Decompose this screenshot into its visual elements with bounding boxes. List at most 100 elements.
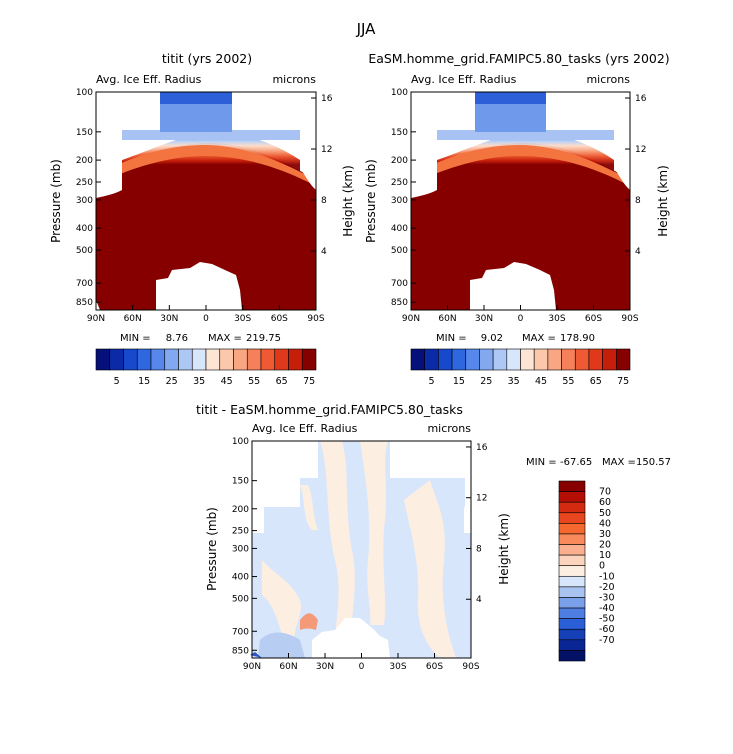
colorbar-swatch [274, 348, 289, 371]
colorbar-swatch [561, 348, 576, 371]
colorbar-swatch [288, 348, 303, 371]
x-tick-label: 60N [124, 314, 142, 324]
panel-1-title: titit (yrs 2002) [162, 51, 252, 66]
y-right-tick-label: 16 [321, 94, 333, 104]
colorbar-swatch [109, 348, 124, 371]
panel-1-yticks: 100 150 200 250 300 400 500 700 850 [76, 88, 101, 308]
colorbar-swatch [558, 639, 586, 651]
colorbar-swatch [558, 650, 586, 662]
panel-3-xticks: 90N 60N 30N 0 30S 60S 90S [243, 653, 480, 672]
panel-3-ylabel: Pressure (mb) [205, 507, 219, 591]
colorbar-label: 15 [453, 376, 465, 387]
panel-3-units: microns [427, 422, 471, 435]
colorbar-label: 75 [617, 376, 629, 387]
y-tick-label: 200 [391, 156, 408, 166]
colorbar-label: 55 [562, 376, 574, 387]
y-tick-label: 850 [232, 646, 249, 656]
colorbar-swatch [558, 533, 586, 545]
colorbar-swatch [533, 348, 549, 371]
colorbar-swatch [558, 544, 586, 556]
colorbar-swatch [451, 348, 467, 371]
panel-1-min-label: MIN = [120, 333, 151, 344]
colorbar-label: 10 [599, 550, 611, 561]
colorbar-swatch [506, 348, 521, 371]
panel-2-yticks: 100 150 200 250 300 400 500 700 850 [391, 88, 416, 308]
y-tick-label: 200 [232, 505, 249, 515]
panel-1-min: 8.76 [166, 333, 188, 344]
panel-2-field [411, 92, 630, 310]
colorbar-swatch [616, 348, 631, 371]
panel-2-ylabel: Pressure (mb) [364, 159, 378, 243]
x-tick-label: 0 [359, 662, 365, 672]
y-tick-label: 100 [391, 88, 408, 98]
colorbar-label: 45 [221, 376, 233, 387]
panel-2-variable: Avg. Ice Eff. Radius [411, 73, 517, 86]
panel-2: EaSM.homme_grid.FAMIPC5.80_tasks (yrs 20… [364, 51, 670, 387]
colorbar-swatch [558, 523, 586, 535]
colorbar-label: 70 [599, 487, 611, 498]
panel-2-units: microns [586, 73, 630, 86]
x-tick-label: 30S [548, 314, 565, 324]
x-tick-label: 30S [389, 662, 406, 672]
colorbar-swatch [246, 348, 262, 371]
x-tick-label: 60S [271, 314, 288, 324]
colorbar-swatch [136, 348, 152, 371]
colorbar-label: -70 [599, 635, 615, 646]
panel-3-max-label: MAX = [602, 457, 636, 468]
colorbar-label: 0 [599, 561, 605, 572]
panel-3-max: 150.57 [636, 457, 671, 468]
x-tick-label: 30N [475, 314, 493, 324]
panel-1-xticks: 90N 60N 30N 0 30S 60S 90S [87, 305, 325, 324]
colorbar-label: -60 [599, 624, 615, 635]
y-tick-label: 250 [232, 527, 249, 537]
x-tick-label: 90S [621, 314, 638, 324]
colorbar-label: 30 [599, 529, 611, 540]
y-right-tick-label: 4 [321, 247, 327, 257]
colorbar-swatch [233, 348, 248, 371]
colorbar-label: 55 [248, 376, 260, 387]
y-tick-label: 700 [76, 279, 93, 289]
y-tick-label: 500 [76, 246, 93, 256]
y-tick-label: 400 [232, 573, 249, 583]
panel-3: titit - EaSM.homme_grid.FAMIPC5.80_tasks… [196, 402, 671, 672]
y-right-tick-label: 12 [476, 494, 487, 504]
panel-1-yticks-right: 16 12 8 4 [311, 94, 333, 257]
panel-3-min-label: MIN = [526, 457, 557, 468]
colorbar-swatch [465, 348, 480, 371]
x-tick-label: 90S [462, 662, 479, 672]
panel-2-max-label: MAX = [522, 333, 556, 344]
colorbar-label: -40 [599, 603, 615, 614]
y-right-tick-label: 16 [635, 94, 647, 104]
colorbar-swatch [205, 348, 221, 371]
colorbar-swatch [492, 348, 508, 371]
colorbar-swatch [558, 491, 586, 503]
panel-1-stats: MIN = 8.76 MAX = 219.75 [120, 333, 281, 344]
x-tick-label: 90N [243, 662, 261, 672]
colorbar-swatch [150, 348, 166, 371]
x-tick-label: 30S [234, 314, 251, 324]
colorbar-swatch [558, 597, 586, 609]
x-tick-label: 30N [316, 662, 334, 672]
y-right-tick-label: 12 [635, 145, 646, 155]
colorbar-label: 60 [599, 497, 611, 508]
y-tick-label: 300 [391, 196, 408, 206]
panel-2-yticks-right: 16 12 8 4 [625, 94, 647, 257]
y-tick-label: 850 [76, 298, 93, 308]
colorbar-label: 35 [193, 376, 205, 387]
panel-2-title: EaSM.homme_grid.FAMIPC5.80_tasks (yrs 20… [368, 51, 669, 66]
y-tick-label: 300 [232, 544, 249, 554]
y-tick-label: 200 [76, 156, 93, 166]
panel-3-stats: MIN = -67.65 MAX = 150.57 [526, 457, 671, 468]
colorbar-swatch [178, 348, 193, 371]
panel-1-max-label: MAX = [208, 333, 242, 344]
panel-2-xticks: 90N 60N 30N 0 30S 60S 90S [402, 305, 639, 324]
x-tick-label: 90N [402, 314, 420, 324]
y-right-tick-label: 4 [476, 595, 482, 605]
colorbar-swatch [574, 348, 590, 371]
colorbar-label: 15 [138, 376, 150, 387]
colorbar-label: 5 [429, 376, 435, 387]
colorbar-swatch [410, 348, 425, 371]
colorbar-label: -50 [599, 614, 615, 625]
x-tick-label: 30N [160, 314, 178, 324]
